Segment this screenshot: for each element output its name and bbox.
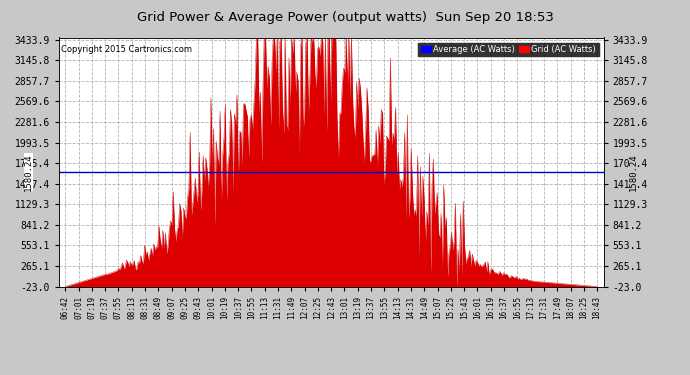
Text: 1580.24: 1580.24	[24, 153, 33, 191]
Text: 1580.24: 1580.24	[629, 153, 638, 191]
Text: Copyright 2015 Cartronics.com: Copyright 2015 Cartronics.com	[61, 45, 193, 54]
Legend: Average (AC Watts), Grid (AC Watts): Average (AC Watts), Grid (AC Watts)	[417, 42, 600, 57]
Text: Grid Power & Average Power (output watts)  Sun Sep 20 18:53: Grid Power & Average Power (output watts…	[137, 11, 553, 24]
